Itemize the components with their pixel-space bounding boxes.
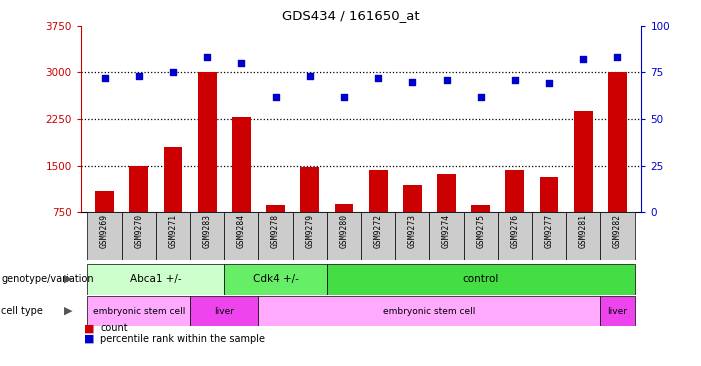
Text: GSM9283: GSM9283 xyxy=(203,214,212,248)
Text: GSM9276: GSM9276 xyxy=(510,214,519,248)
Text: ▶: ▶ xyxy=(64,306,72,316)
Bar xyxy=(198,72,217,212)
Bar xyxy=(608,72,627,212)
Point xyxy=(168,69,179,75)
Bar xyxy=(95,190,114,212)
Point xyxy=(133,73,144,79)
Point xyxy=(201,55,212,60)
Text: GSM9270: GSM9270 xyxy=(135,214,143,248)
Bar xyxy=(471,205,490,212)
Text: liver: liver xyxy=(608,307,627,315)
Bar xyxy=(130,165,148,212)
Text: embryonic stem cell: embryonic stem cell xyxy=(383,307,475,315)
Bar xyxy=(498,212,532,260)
Point xyxy=(304,73,315,79)
Point xyxy=(612,55,623,60)
Text: GSM9282: GSM9282 xyxy=(613,214,622,248)
Bar xyxy=(361,212,395,260)
Point xyxy=(475,94,486,100)
Text: GSM9278: GSM9278 xyxy=(271,214,280,248)
Point xyxy=(270,94,281,100)
Point xyxy=(339,94,350,100)
Text: GSM9280: GSM9280 xyxy=(339,214,348,248)
Text: GSM9284: GSM9284 xyxy=(237,214,246,248)
Bar xyxy=(574,111,592,212)
Bar xyxy=(190,212,224,260)
Point xyxy=(543,81,554,86)
Bar xyxy=(532,212,566,260)
Point xyxy=(99,75,110,81)
Bar xyxy=(540,178,559,212)
Bar xyxy=(266,205,285,212)
Point xyxy=(372,75,383,81)
Text: cell type: cell type xyxy=(1,306,43,316)
Bar xyxy=(259,212,292,260)
Text: percentile rank within the sample: percentile rank within the sample xyxy=(100,333,265,344)
Bar xyxy=(122,212,156,260)
Bar xyxy=(156,212,190,260)
Bar xyxy=(88,264,224,295)
Text: GSM9275: GSM9275 xyxy=(476,214,485,248)
Text: GSM9277: GSM9277 xyxy=(545,214,554,248)
Point xyxy=(578,56,589,62)
Bar xyxy=(190,296,259,326)
Text: liver: liver xyxy=(215,307,234,315)
Text: ▶: ▶ xyxy=(64,274,72,284)
Bar xyxy=(369,170,388,212)
Bar xyxy=(505,170,524,212)
Point xyxy=(441,77,452,83)
Bar xyxy=(600,212,634,260)
Bar xyxy=(259,296,600,326)
Bar xyxy=(334,204,353,212)
Text: GSM9271: GSM9271 xyxy=(168,214,177,248)
Text: GSM9272: GSM9272 xyxy=(374,214,383,248)
Text: GSM9269: GSM9269 xyxy=(100,214,109,248)
Text: GDS434 / 161650_at: GDS434 / 161650_at xyxy=(282,9,419,22)
Text: GSM9273: GSM9273 xyxy=(408,214,417,248)
Text: count: count xyxy=(100,323,128,333)
Text: GSM9279: GSM9279 xyxy=(305,214,314,248)
Bar xyxy=(430,212,463,260)
Bar xyxy=(566,212,600,260)
Bar xyxy=(232,117,251,212)
Bar xyxy=(300,167,319,212)
Bar xyxy=(437,174,456,212)
Text: ■: ■ xyxy=(84,323,95,333)
Text: embryonic stem cell: embryonic stem cell xyxy=(93,307,185,315)
Bar xyxy=(163,147,182,212)
Text: Abca1 +/-: Abca1 +/- xyxy=(130,274,182,284)
Text: genotype/variation: genotype/variation xyxy=(1,274,94,284)
Text: Cdk4 +/-: Cdk4 +/- xyxy=(252,274,299,284)
Bar xyxy=(463,212,498,260)
Bar xyxy=(403,185,422,212)
Text: ■: ■ xyxy=(84,333,95,344)
Point xyxy=(510,77,521,83)
Text: control: control xyxy=(463,274,499,284)
Text: GSM9281: GSM9281 xyxy=(579,214,587,248)
Bar xyxy=(88,296,190,326)
Bar xyxy=(88,212,122,260)
Text: GSM9274: GSM9274 xyxy=(442,214,451,248)
Bar xyxy=(600,296,634,326)
Bar xyxy=(292,212,327,260)
Bar xyxy=(395,212,430,260)
Point xyxy=(236,60,247,66)
Bar xyxy=(224,212,259,260)
Point xyxy=(407,79,418,85)
Bar xyxy=(327,212,361,260)
Bar xyxy=(327,264,634,295)
Bar xyxy=(224,264,327,295)
